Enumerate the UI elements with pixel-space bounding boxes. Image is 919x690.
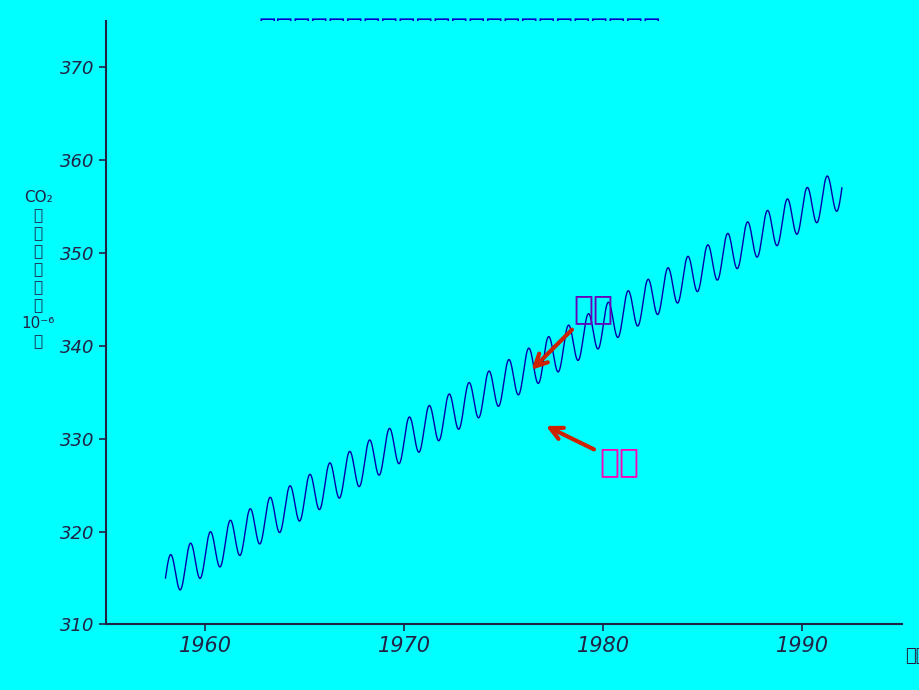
Text: 时间: 时间: [904, 647, 919, 665]
Text: 莫纳罗亚山顶大气中二氧化碳含量随时间的变化曲线: 莫纳罗亚山顶大气中二氧化碳含量随时间的变化曲线: [258, 17, 661, 45]
Text: CO₂
的
体
积
分
数
（
10⁻⁶
）: CO₂ 的 体 积 分 数 （ 10⁻⁶ ）: [21, 190, 55, 348]
Text: 夏季: 夏季: [550, 428, 639, 478]
Text: 冬季: 冬季: [534, 292, 613, 366]
